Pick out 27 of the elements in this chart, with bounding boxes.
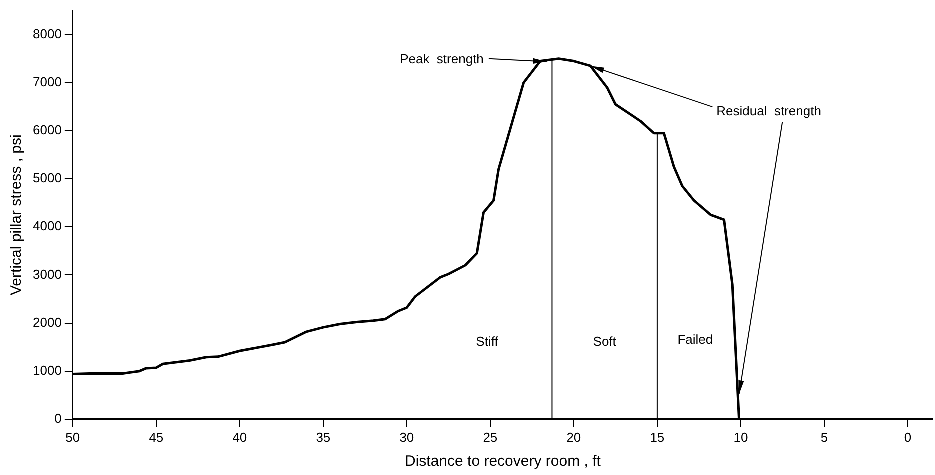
y-tick-label: 0 — [54, 410, 62, 426]
annotation: Stiff — [476, 334, 499, 349]
y-tick-label: 4000 — [33, 218, 62, 234]
x-axis-title: Distance to recovery room , ft — [405, 453, 602, 470]
annotation: Soft — [593, 334, 617, 349]
y-tick-label: 5000 — [33, 170, 62, 186]
y-axis-title: Vertical pillar stress , psi — [8, 134, 26, 296]
annotation: Peak strength — [400, 51, 484, 66]
y-tick-label: 3000 — [33, 266, 62, 282]
x-tick-label: 35 — [316, 430, 331, 445]
annotation: Residual strength — [716, 104, 822, 119]
x-tick-label: 40 — [232, 430, 248, 445]
x-tick-label: 30 — [400, 430, 414, 445]
y-tick-label: 1000 — [33, 362, 62, 378]
y-tick-label: 6000 — [33, 122, 62, 138]
x-tick-label: 25 — [483, 430, 498, 445]
x-tick-label: 50 — [66, 430, 80, 445]
x-tick-label: 10 — [734, 430, 748, 445]
annotation: Failed — [678, 332, 714, 347]
x-tick-label: 20 — [566, 430, 582, 445]
x-tick-label: 0 — [904, 430, 912, 445]
y-tick-label: 8000 — [33, 26, 62, 42]
y-tick-label: 7000 — [33, 74, 62, 90]
x-tick-label: 45 — [149, 430, 164, 445]
x-tick-label: 15 — [650, 430, 665, 445]
y-tick-label: 2000 — [33, 314, 62, 330]
x-tick-label: 5 — [820, 430, 828, 445]
